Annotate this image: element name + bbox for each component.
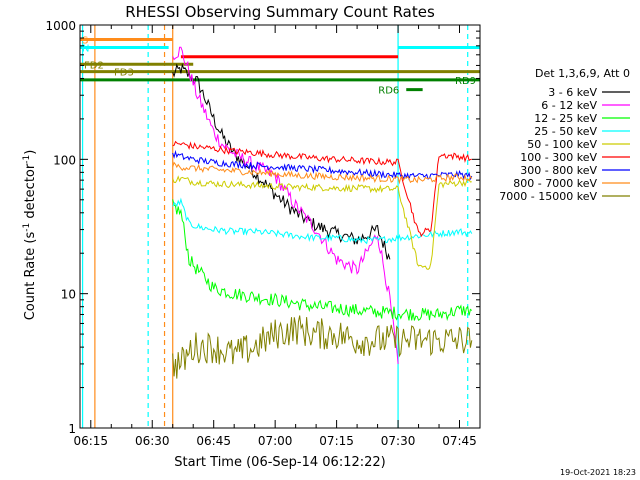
legend-item-label: 3 - 6 keV (548, 86, 597, 99)
x-tick-label: 06:45 (196, 434, 231, 448)
x-tick-label: 06:30 (135, 434, 170, 448)
flag-label-8: RD6 (378, 86, 399, 97)
flag-label-6: FD3 (114, 68, 134, 79)
legend-item-label: 12 - 25 keV (534, 112, 597, 125)
legend-title: Det 1,3,6,9, Att 0 (535, 67, 630, 80)
x-tick-label: 07:30 (381, 434, 416, 448)
legend-item-label: 50 - 100 keV (527, 138, 597, 151)
y-tick-label: 100 (53, 153, 76, 167)
chart-title: RHESSI Observing Summary Count Rates (125, 3, 435, 21)
x-tick-label: 07:15 (319, 434, 354, 448)
series-line-8 (172, 161, 473, 185)
y-tick-label: 1000 (45, 19, 76, 33)
y-axis-label: Count Rate (s-1 detector-1) (22, 150, 38, 321)
flag-label-1: S (82, 35, 88, 46)
x-tick-label: 06:15 (73, 434, 108, 448)
y-axis-label-end: ) (23, 150, 38, 155)
legend-item-label: 6 - 12 keV (541, 99, 597, 112)
axes: 1 10 100 1000 06:15 06:30 06:45 07:00 07:15 07:30… (45, 19, 481, 448)
x-tick-label: 07:45 (442, 434, 477, 448)
y-axis-label-sup1: -1 (22, 223, 32, 232)
series-line-2 (172, 46, 399, 364)
y-tick-label: 10 (61, 288, 76, 302)
legend-item-label: 800 - 7000 keV (513, 177, 597, 190)
x-axis-label: Start Time (06-Sep-14 06:12:22) (174, 455, 385, 470)
series-line-5 (172, 175, 472, 270)
y-axis-label-sup2: -1 (22, 155, 32, 164)
plot-frame (79, 24, 481, 429)
legend-item-label: 300 - 800 keV (520, 164, 597, 177)
legend-item-label: 7000 - 15000 keV (499, 190, 597, 203)
y-axis-label-mid: detector (23, 163, 38, 223)
flag-label-2: N (82, 43, 89, 54)
legend-item-label: 100 - 300 keV (520, 151, 597, 164)
x-tick-label: 07:00 (258, 434, 293, 448)
series-line-7 (172, 149, 473, 181)
y-tick-label: 1 (68, 422, 76, 436)
series-line-6 (172, 140, 472, 238)
legend-item-label: 25 - 50 keV (534, 125, 597, 138)
flag-label-7: RD9 (455, 76, 476, 87)
flag-label-5: FD2 (84, 60, 104, 71)
svg-text:Count Rate (s-1 detector-1): Count Rate (s-1 detector-1) (22, 150, 38, 321)
series-line-3 (172, 199, 473, 322)
series-line-9 (172, 315, 473, 379)
plot-area: SN FD2 FD3 RD9 RD6 (80, 25, 480, 428)
y-axis-label-main: Count Rate (s (23, 232, 38, 321)
footer-timestamp: 19-Oct-2021 18:23 (560, 468, 636, 477)
